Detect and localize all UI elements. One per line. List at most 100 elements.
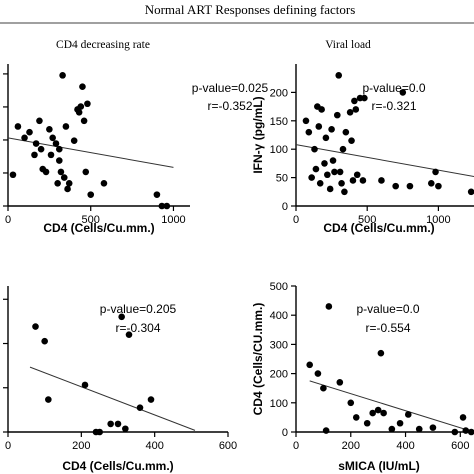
data-point [21, 134, 28, 142]
data-point [435, 182, 442, 190]
data-point [380, 409, 387, 417]
data-point [325, 303, 333, 310]
data-point [318, 106, 325, 113]
data-point [84, 100, 91, 108]
data-point [42, 168, 50, 176]
y-tick-label: 150 [270, 116, 288, 128]
data-point [347, 399, 355, 407]
data-point [55, 157, 63, 164]
y-tick-label: 0 [282, 427, 288, 439]
x-tick-label: 200 [342, 440, 360, 452]
data-point [351, 97, 358, 105]
data-point [324, 171, 331, 179]
data-point [49, 134, 56, 142]
x-tick-label: 600 [451, 440, 469, 452]
trend-line [309, 380, 474, 433]
data-point [322, 427, 330, 434]
data-point [153, 191, 161, 198]
data-point [326, 185, 334, 193]
data-point [335, 72, 343, 79]
data-point [75, 108, 83, 116]
data-point [322, 134, 330, 142]
data-point [87, 191, 95, 198]
data-point [459, 414, 467, 421]
data-point [369, 409, 376, 417]
x-axis-label: sMICA (IU/mL) [338, 459, 420, 473]
data-point [79, 83, 86, 91]
data-point [388, 425, 396, 433]
p-value-label: p-value=0.205 [100, 302, 177, 316]
y-axis-label: CD4 (Cells/CU.mm.) [251, 303, 265, 416]
data-point [353, 171, 361, 179]
data-point [107, 420, 114, 428]
data-point [136, 404, 144, 411]
data-point [54, 179, 61, 187]
data-point [306, 361, 313, 369]
y-tick-label: 100 [270, 144, 288, 156]
data-point [316, 179, 324, 187]
scatter-panel-4: 0 200 400 600 0 100 200 300 400 500 p-value=0.0 r=-… [251, 281, 474, 473]
x-tick-label: 1000 [426, 214, 450, 226]
data-point [163, 202, 171, 210]
panel-b-title: Viral load [325, 39, 371, 51]
data-point [333, 111, 341, 119]
data-point [305, 128, 313, 136]
data-point [462, 427, 470, 434]
data-point [315, 123, 323, 130]
x-tick-label: 0 [293, 214, 299, 226]
data-point [349, 177, 357, 184]
data-point [36, 117, 43, 125]
data-point [429, 424, 437, 431]
data-point [32, 323, 39, 330]
x-tick-label: 500 [82, 214, 100, 226]
data-point [96, 428, 103, 436]
data-point [26, 128, 33, 136]
data-point [399, 89, 407, 96]
x-tick-label: 200 [72, 440, 90, 452]
data-point [62, 123, 70, 130]
data-point [55, 145, 63, 153]
y-tick-label: 500 [270, 281, 288, 293]
scatter-panel-1: 0 500 1000 p-value=0.025 r=-0.352 CD4 (Cells/… [3, 64, 269, 235]
data-point [378, 177, 385, 184]
scatter-panel-2: 0 500 1000 0 50 100 150 200 p-value=0.0 r=-0.321 C… [251, 64, 474, 235]
data-point [47, 151, 55, 159]
data-point [31, 151, 38, 159]
data-point [45, 396, 52, 403]
data-point [352, 414, 360, 421]
data-point [432, 168, 439, 176]
figure-title: Normal ART Responses defining factors [145, 2, 356, 17]
data-point [415, 425, 423, 433]
y-tick-label: 200 [270, 369, 288, 381]
data-point [427, 179, 435, 187]
data-point [329, 157, 337, 164]
x-tick-label: 400 [145, 440, 163, 452]
data-point [125, 331, 133, 338]
data-point [311, 145, 318, 153]
r-value-label: r=-0.554 [365, 321, 410, 335]
data-point [392, 182, 399, 190]
x-axis-label: CD4 (Cells/Cu.mm.) [43, 221, 154, 235]
y-tick-label: 300 [270, 339, 288, 351]
data-point [158, 202, 166, 210]
x-tick-label: 1000 [161, 214, 185, 226]
data-point [467, 188, 474, 196]
data-point [328, 126, 335, 133]
panel-a-title: CD4 decreasing rate [56, 39, 150, 51]
x-tick-label: 0 [5, 214, 11, 226]
data-point [346, 108, 354, 116]
data-point [321, 160, 328, 167]
data-point [308, 174, 315, 181]
data-point [70, 137, 78, 144]
data-point [64, 185, 71, 193]
y-tick-label: 400 [270, 310, 288, 322]
data-point [37, 145, 45, 153]
data-point [336, 168, 344, 176]
data-point [342, 128, 350, 136]
data-point [359, 177, 367, 184]
data-point [302, 117, 310, 125]
data-point [396, 419, 404, 427]
data-point [374, 406, 382, 414]
data-point [82, 168, 90, 176]
data-point [312, 165, 320, 173]
